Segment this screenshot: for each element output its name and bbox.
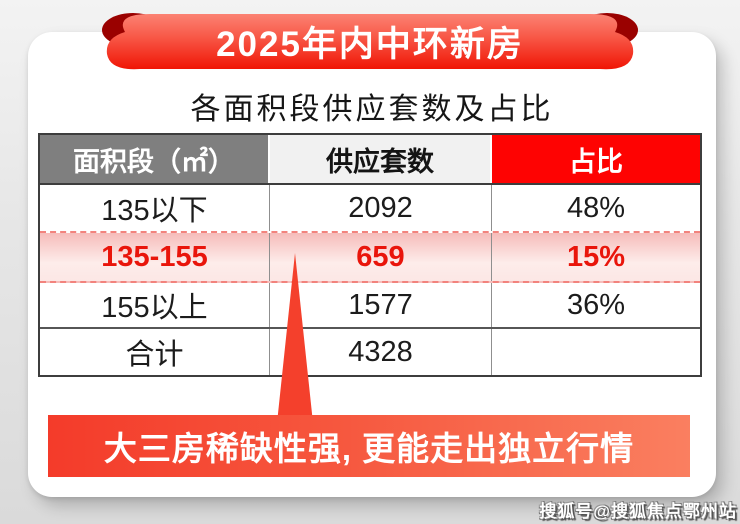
table-row: 135以下 2092 48% bbox=[40, 185, 700, 233]
page-title: 2025年内中环新房 bbox=[216, 24, 524, 64]
table-row: 155以上 1577 36% bbox=[40, 283, 700, 329]
column-header-area-segment: 面积段（㎡） bbox=[40, 135, 270, 183]
cell-supply-units: 1577 bbox=[270, 283, 492, 327]
callout-banner: 大三房稀缺性强, 更能走出独立行情 bbox=[48, 415, 690, 477]
ribbon-band bbox=[106, 14, 634, 70]
cell-share: 36% bbox=[566, 288, 626, 321]
cell-supply-units: 4328 bbox=[270, 329, 492, 375]
table-row-highlighted: 135-155 659 15% bbox=[40, 233, 700, 283]
cell-area-segment: 155以上 bbox=[40, 283, 270, 327]
cell-supply-units: 659 bbox=[270, 233, 492, 281]
column-header-supply-units: 供应套数 bbox=[270, 135, 492, 183]
cell-area-segment: 135以下 bbox=[40, 185, 270, 231]
ribbon-shape bbox=[102, 13, 638, 70]
cell-area-segment: 合计 bbox=[40, 329, 270, 375]
cell-share: 48% bbox=[566, 191, 626, 224]
cell-area-segment: 135-155 bbox=[40, 233, 270, 281]
cell-supply-units: 2092 bbox=[270, 185, 492, 231]
title-ribbon: 2025年内中环新房 bbox=[95, 8, 645, 78]
column-header-share: 占比 bbox=[492, 135, 700, 183]
page-subtitle: 各面积段供应套数及占比 bbox=[190, 93, 554, 126]
table-row-total: 合计 4328 bbox=[40, 329, 700, 375]
cell-share: 15% bbox=[566, 240, 626, 273]
table-header-row: 面积段（㎡） 供应套数 占比 bbox=[40, 135, 700, 185]
watermark-text: 搜狐号@搜狐焦点鄂州站 bbox=[539, 502, 737, 521]
cell-share bbox=[492, 329, 700, 375]
supply-table: 面积段（㎡） 供应套数 占比 135以下 2092 48% 135-155 65… bbox=[38, 133, 702, 377]
callout-arrow-icon bbox=[277, 253, 313, 423]
